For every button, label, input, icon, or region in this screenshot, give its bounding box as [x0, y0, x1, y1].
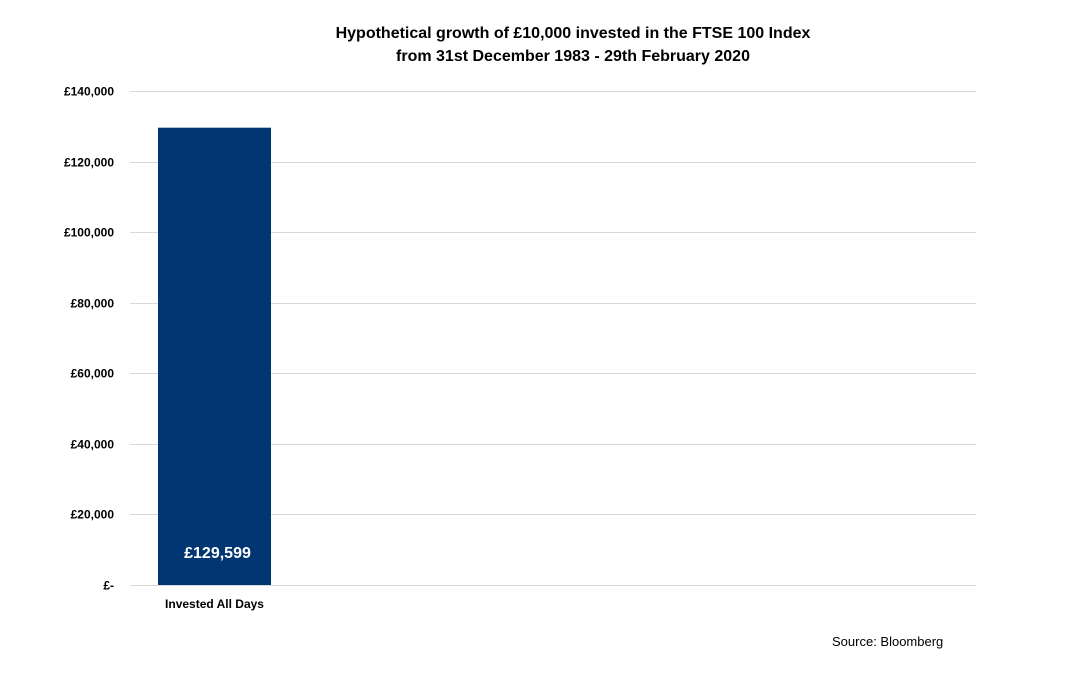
chart-subtitle: from 31st December 1983 - 29th February …	[396, 48, 750, 65]
y-tick-label: £20,000	[71, 508, 115, 522]
data-label: £129,599	[184, 545, 251, 562]
y-tick-label: £-	[103, 579, 114, 593]
y-tick-label: £60,000	[71, 367, 115, 381]
y-tick-label: £40,000	[71, 438, 115, 452]
chart-title: Hypothetical growth of £10,000 invested …	[335, 25, 811, 42]
source-note: Source: Bloomberg	[832, 634, 944, 649]
x-tick-label: Invested All Days	[165, 597, 264, 611]
bar	[158, 127, 271, 585]
y-tick-label: £120,000	[64, 156, 114, 170]
y-tick-label: £80,000	[71, 297, 115, 311]
y-tick-label: £100,000	[64, 226, 114, 240]
y-tick-label: £140,000	[64, 85, 114, 99]
chart-title-block: Hypothetical growth of £10,000 invested …	[0, 22, 1083, 68]
